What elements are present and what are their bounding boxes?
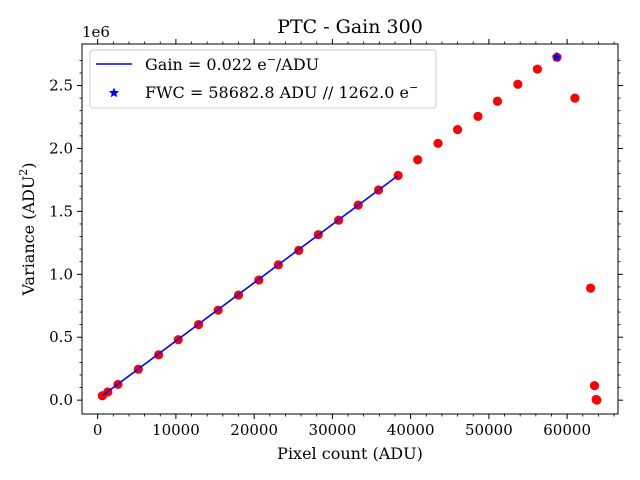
legend-box	[89, 49, 437, 109]
gain-fit-line	[101, 174, 399, 397]
data-point	[413, 155, 423, 165]
axes-frame	[81, 43, 619, 415]
legend-gain-label-superscript: −	[267, 53, 276, 66]
data-point	[452, 124, 463, 135]
data-point	[532, 64, 543, 74]
x-axis-ticks: 0 10000 20000 30000 40000 50000 60000	[93, 39, 615, 439]
x-tick-label: 0	[93, 421, 103, 439]
data-point	[473, 111, 483, 121]
legend-fwc-star-icon	[108, 87, 120, 98]
x-tick-label: 40000	[387, 421, 435, 439]
y-tick-label: 2.0	[49, 139, 73, 157]
legend: Gain = 0.022 e−/ADU FWC = 58682.8 ADU //…	[89, 49, 437, 109]
chart-title: PTC - Gain 300	[277, 16, 423, 38]
data-point	[513, 79, 523, 89]
data-point	[589, 381, 600, 391]
y-axis-ticks: 0.0 0.5 1.0 1.5 2.0 2.5	[49, 59, 623, 409]
data-point	[586, 283, 596, 293]
y-tick-label: 1.0	[49, 265, 73, 283]
y-axis-label-close: )	[19, 162, 38, 168]
y-axis-label: Variance (ADU2)	[17, 162, 38, 296]
legend-gain-label-end: /ADU	[276, 55, 319, 74]
fwc-marker	[551, 52, 562, 62]
y-tick-label: 2.5	[49, 77, 73, 95]
x-tick-label: 60000	[543, 421, 591, 439]
data-point	[570, 93, 580, 103]
y-offset-text: 1e6	[82, 23, 110, 41]
data-point	[592, 395, 602, 405]
legend-fwc-label-main: FWC = 58682.8 ADU // 1262.0 e	[145, 83, 409, 102]
legend-fwc-label-superscript: −	[409, 81, 418, 94]
y-axis-label-main: Variance (ADU	[19, 176, 38, 297]
legend-fwc-label: FWC = 58682.8 ADU // 1262.0 e−	[145, 81, 418, 102]
y-tick-label: 0.5	[49, 328, 73, 346]
legend-gain-label-main: Gain = 0.022 e	[145, 55, 267, 74]
y-tick-label: 0.0	[49, 391, 73, 409]
x-axis-label: Pixel count (ADU)	[277, 444, 423, 463]
plot-area	[97, 52, 602, 405]
y-tick-label: 1.5	[49, 202, 73, 220]
legend-gain-label: Gain = 0.022 e−/ADU	[145, 53, 319, 74]
x-tick-label: 10000	[152, 421, 200, 439]
x-tick-label: 20000	[230, 421, 278, 439]
x-tick-label: 50000	[465, 421, 513, 439]
y-axis-label-superscript: 2	[17, 169, 30, 176]
x-tick-label: 30000	[309, 421, 357, 439]
data-point	[492, 96, 503, 106]
data-point	[433, 138, 443, 149]
